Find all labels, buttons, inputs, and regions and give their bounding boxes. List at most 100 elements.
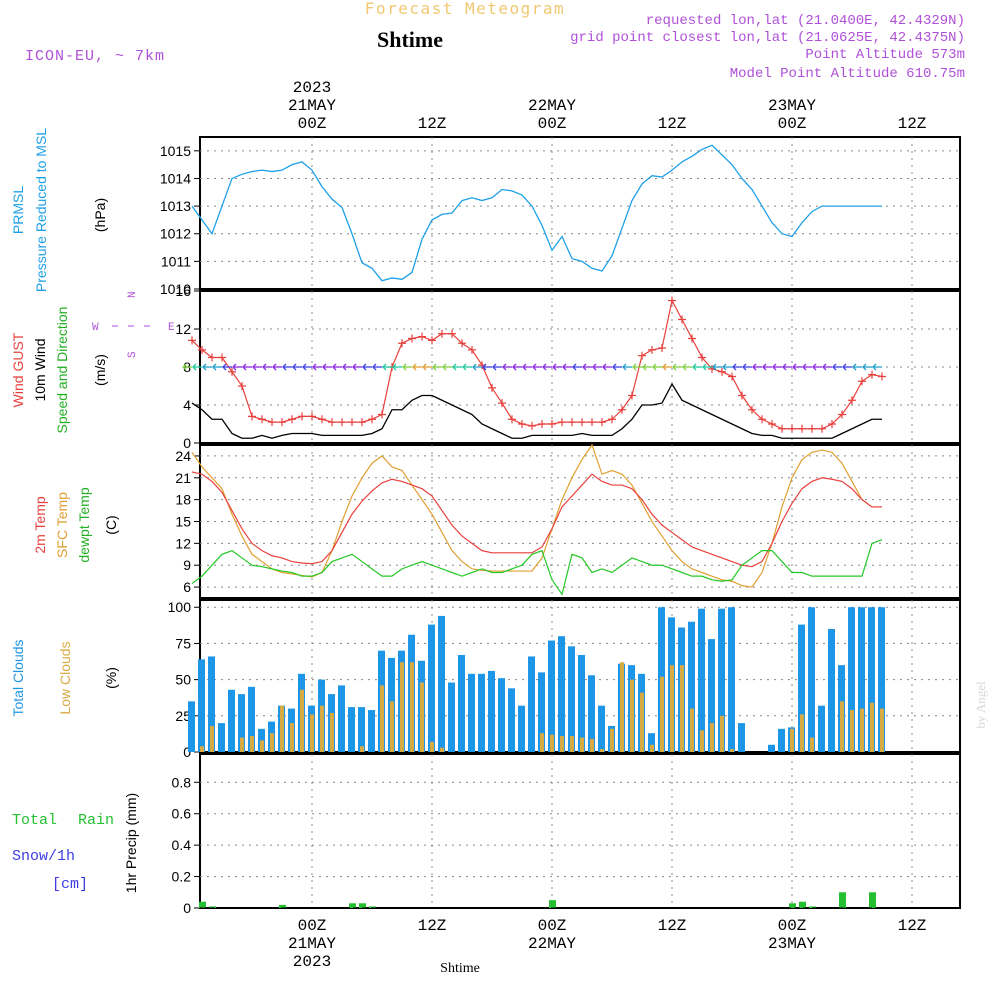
rain-bar <box>549 900 556 908</box>
wind-arrowhead <box>772 363 777 371</box>
cloud-labels: Total Clouds Low Clouds (%) <box>10 639 119 716</box>
t2m-line <box>191 471 882 568</box>
total-cloud-bar <box>438 615 445 752</box>
wind-arrowhead <box>852 363 857 371</box>
gust-marker <box>218 353 226 362</box>
wind-arrowhead <box>672 363 677 371</box>
precip-labels: Total Rain Snow/1h [cm] 1hr Precip (mm) <box>12 793 139 893</box>
top-date-label: 22MAY <box>528 97 576 115</box>
low-cloud-bar <box>300 689 304 752</box>
rain-bar <box>279 904 286 908</box>
gust-marker <box>228 367 236 376</box>
wind-arrowhead <box>742 363 747 371</box>
wind-arrowhead <box>392 363 397 371</box>
top-time-label: 12Z <box>898 115 927 133</box>
snow-label-2: [cm] <box>52 876 88 893</box>
total-cloud-bar <box>488 670 495 752</box>
total-cloud-bar <box>768 744 775 752</box>
snow-label-1: Snow/1h <box>12 848 75 865</box>
prmsl-line <box>191 144 882 282</box>
gust-marker <box>408 334 416 343</box>
y-tick-label: 75 <box>175 635 191 651</box>
low-cloud-bar <box>610 728 614 752</box>
gust-marker <box>238 382 246 390</box>
total-cloud-bar <box>738 723 745 752</box>
rain-bar <box>799 901 806 908</box>
wind-arrowhead <box>272 363 277 371</box>
rain-label-2: Rain <box>78 812 114 829</box>
gust-marker <box>868 370 876 379</box>
wind-arrowhead <box>762 363 767 371</box>
location-title: Shtime <box>377 27 443 52</box>
gust-marker <box>848 396 856 405</box>
wind-arrowhead <box>692 363 697 371</box>
bottom-time-label: 12Z <box>898 917 927 935</box>
total-cloud-bar <box>818 705 825 752</box>
wind-arrowhead <box>632 363 637 371</box>
bottom-date-label: 23MAY <box>768 935 816 953</box>
wind-arrowhead <box>192 363 197 371</box>
requested-coords: requested lon,lat (21.0400E, 42.4329N) <box>646 13 965 29</box>
total-cloud-bar <box>518 705 525 752</box>
low-cloud-bar <box>310 714 314 752</box>
temp-labels: 2m Temp SFC Temp dewpt Temp (C) <box>32 487 119 562</box>
wind-arrowhead <box>352 363 357 371</box>
rain-bar <box>209 906 216 908</box>
bottom-time-label: 12Z <box>418 917 447 935</box>
gust-marker <box>738 391 746 400</box>
low-cloud-bar <box>360 746 364 752</box>
y-tick-label: 0.8 <box>172 774 192 790</box>
gust-marker <box>648 345 656 354</box>
y-tick-label: 24 <box>175 448 191 464</box>
low-cloud-bar <box>660 676 664 752</box>
total-cloud-bar <box>498 678 505 752</box>
rain-bar <box>789 903 796 908</box>
wind-arrowhead <box>652 363 657 371</box>
compass-w: W <box>92 322 99 334</box>
total-cloud-bar <box>558 636 565 752</box>
gust-marker <box>508 415 516 424</box>
wind-arrowhead <box>572 363 577 371</box>
gust-marker <box>668 296 676 305</box>
clouds-panel: 0 25 50 75 100 <box>168 599 961 760</box>
gust-marker <box>558 418 566 427</box>
wind-arrowhead <box>592 363 597 371</box>
temperature-panel: 6 9 12 15 18 21 24 <box>175 443 961 599</box>
wind-arrowhead <box>502 363 507 371</box>
top-time-label: 00Z <box>778 115 807 133</box>
y-tick-label: 0.6 <box>172 806 192 822</box>
gust-marker <box>688 334 696 343</box>
top-date-label: 21MAY <box>288 97 336 115</box>
rain-bar <box>349 903 356 908</box>
gust-marker <box>608 415 616 424</box>
total-cloud-bar <box>878 607 885 752</box>
y-tick-label: 100 <box>168 599 192 615</box>
wind-arrowhead <box>682 363 687 371</box>
y-tick-label: 0 <box>183 435 191 451</box>
total-cloud-bar <box>448 682 455 752</box>
gust-marker <box>808 424 816 433</box>
low-cloud-bar <box>210 725 214 752</box>
model-altitude: Model Point Altitude 610.75m <box>730 66 965 82</box>
gust-marker <box>678 315 686 324</box>
low-cloud-bar <box>430 741 434 752</box>
total-cloud-bar <box>588 675 595 752</box>
gust-marker <box>248 412 256 421</box>
wind-arrowhead <box>262 363 267 371</box>
prmsl-label: PRMSL <box>10 186 26 234</box>
dewpoint-line <box>191 539 883 596</box>
model-name: ICON-EU, ~ 7km <box>25 48 165 65</box>
gust-marker <box>858 377 866 386</box>
total-cloud-bar <box>848 607 855 752</box>
low-cloud-bar <box>640 692 644 752</box>
wind-arrowhead <box>322 363 327 371</box>
gust-marker <box>718 367 726 376</box>
low-cloud-bar <box>600 749 604 752</box>
gust-marker <box>838 410 846 419</box>
y-tick-label: 1014 <box>160 170 191 186</box>
wind-arrowhead <box>782 363 787 371</box>
y-tick-label: 50 <box>175 672 191 688</box>
total-cloud-bar <box>688 621 695 752</box>
y-tick-label: 1010 <box>160 281 191 297</box>
gust-marker <box>458 339 466 348</box>
